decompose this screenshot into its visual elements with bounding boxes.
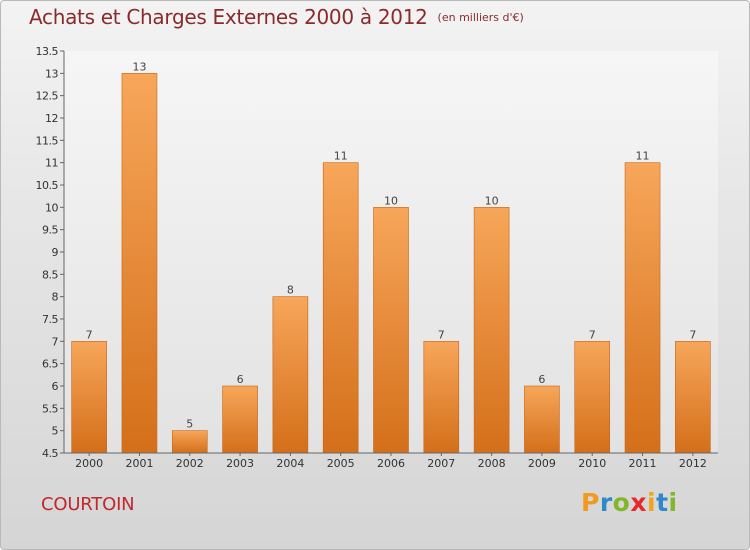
y-tick-label-10.5: 10.5 — [36, 179, 59, 192]
logo-letter: P — [581, 488, 600, 517]
data-label-2002: 5 — [186, 418, 193, 431]
bar-2005 — [322, 162, 359, 454]
data-label-2005: 11 — [334, 150, 348, 163]
x-tick-label-2003: 2003 — [226, 457, 254, 470]
bar-2006 — [373, 207, 409, 454]
y-tick-label-4.5: 4.5 — [42, 447, 58, 460]
x-tick-label-2000: 2000 — [75, 457, 103, 470]
bar-2012 — [675, 341, 711, 454]
bar-2001 — [121, 73, 158, 454]
y-tick-label-9.5: 9.5 — [42, 224, 58, 237]
bar-2000 — [71, 341, 107, 454]
title-unit: (en milliers d'€) — [437, 11, 524, 24]
y-tick-label-9: 9 — [52, 246, 59, 259]
x-tick-label-2006: 2006 — [377, 457, 405, 470]
data-label-2008: 10 — [485, 194, 499, 207]
data-label-2000: 7 — [86, 328, 93, 341]
y-tick-label-12: 12 — [45, 112, 58, 125]
x-tick-label-2007: 2007 — [427, 457, 455, 470]
x-tick-label-2004: 2004 — [276, 457, 304, 470]
x-tick-label-2011: 2011 — [629, 457, 657, 470]
bar-2008 — [473, 207, 510, 454]
x-tick-label-2001: 2001 — [125, 457, 153, 470]
data-label-2001: 13 — [132, 60, 146, 73]
bar-2002 — [171, 430, 208, 454]
logo-letter: o — [612, 488, 631, 517]
y-tick-label-7: 7 — [52, 335, 59, 348]
bar-2011 — [624, 162, 661, 454]
data-label-2012: 7 — [689, 328, 696, 341]
proxiti-logo: Proxiti — [581, 488, 678, 517]
y-tick-label-8.5: 8.5 — [42, 268, 58, 281]
y-tick-label-8: 8 — [52, 291, 59, 304]
x-tick-label-2009: 2009 — [528, 457, 556, 470]
y-tick-label-10: 10 — [45, 201, 58, 214]
bars-group: 7 13 5 6 8 11 10 7 10 6 7 11 7 — [71, 60, 711, 454]
bar-2010 — [574, 341, 611, 454]
logo-letter: i — [668, 488, 678, 517]
logo-letter: i — [647, 488, 657, 517]
data-label-2010: 7 — [589, 328, 596, 341]
y-tick-label-5: 5 — [52, 425, 59, 438]
y-tick-label-11.5: 11.5 — [36, 134, 59, 147]
bar-2003 — [222, 385, 258, 454]
data-label-2011: 11 — [636, 150, 650, 163]
commune-name: COURTOIN — [41, 494, 135, 515]
y-tick-label-7.5: 7.5 — [42, 313, 58, 326]
data-label-2003: 6 — [237, 373, 244, 386]
y-tick-label-13: 13 — [45, 67, 58, 80]
y-tick-label-6.5: 6.5 — [42, 358, 58, 371]
x-tick-label-2002: 2002 — [176, 457, 204, 470]
axes-group: 2000 2001 2002 2003 2004 2005 2006 2007 2008 2009… — [36, 45, 718, 470]
y-tick-label-13.5: 13.5 — [36, 45, 59, 58]
y-tick-label-6: 6 — [52, 380, 59, 393]
data-label-2007: 7 — [438, 328, 445, 341]
logo-letter: x — [630, 488, 647, 517]
y-tick-label-5.5: 5.5 — [42, 402, 58, 415]
y-tick-label-11: 11 — [45, 157, 58, 170]
x-tick-label-2008: 2008 — [478, 457, 506, 470]
x-tick-label-2005: 2005 — [327, 457, 355, 470]
chart-title: Achats et Charges Externes 2000 à 2012 (e… — [29, 5, 524, 29]
x-tick-label-2010: 2010 — [578, 457, 606, 470]
data-label-2006: 10 — [384, 194, 398, 207]
bar-2004 — [272, 296, 309, 454]
y-tick-label-12.5: 12.5 — [36, 90, 59, 103]
data-label-2009: 6 — [538, 373, 545, 386]
bar-2009 — [524, 385, 560, 454]
bar-2007 — [423, 341, 460, 454]
logo-letter: r — [599, 488, 613, 517]
x-tick-label-2012: 2012 — [679, 457, 707, 470]
title-text: Achats et Charges Externes 2000 à 2012 — [29, 5, 428, 29]
logo-letter: t — [656, 488, 669, 517]
data-label-2004: 8 — [287, 284, 294, 297]
